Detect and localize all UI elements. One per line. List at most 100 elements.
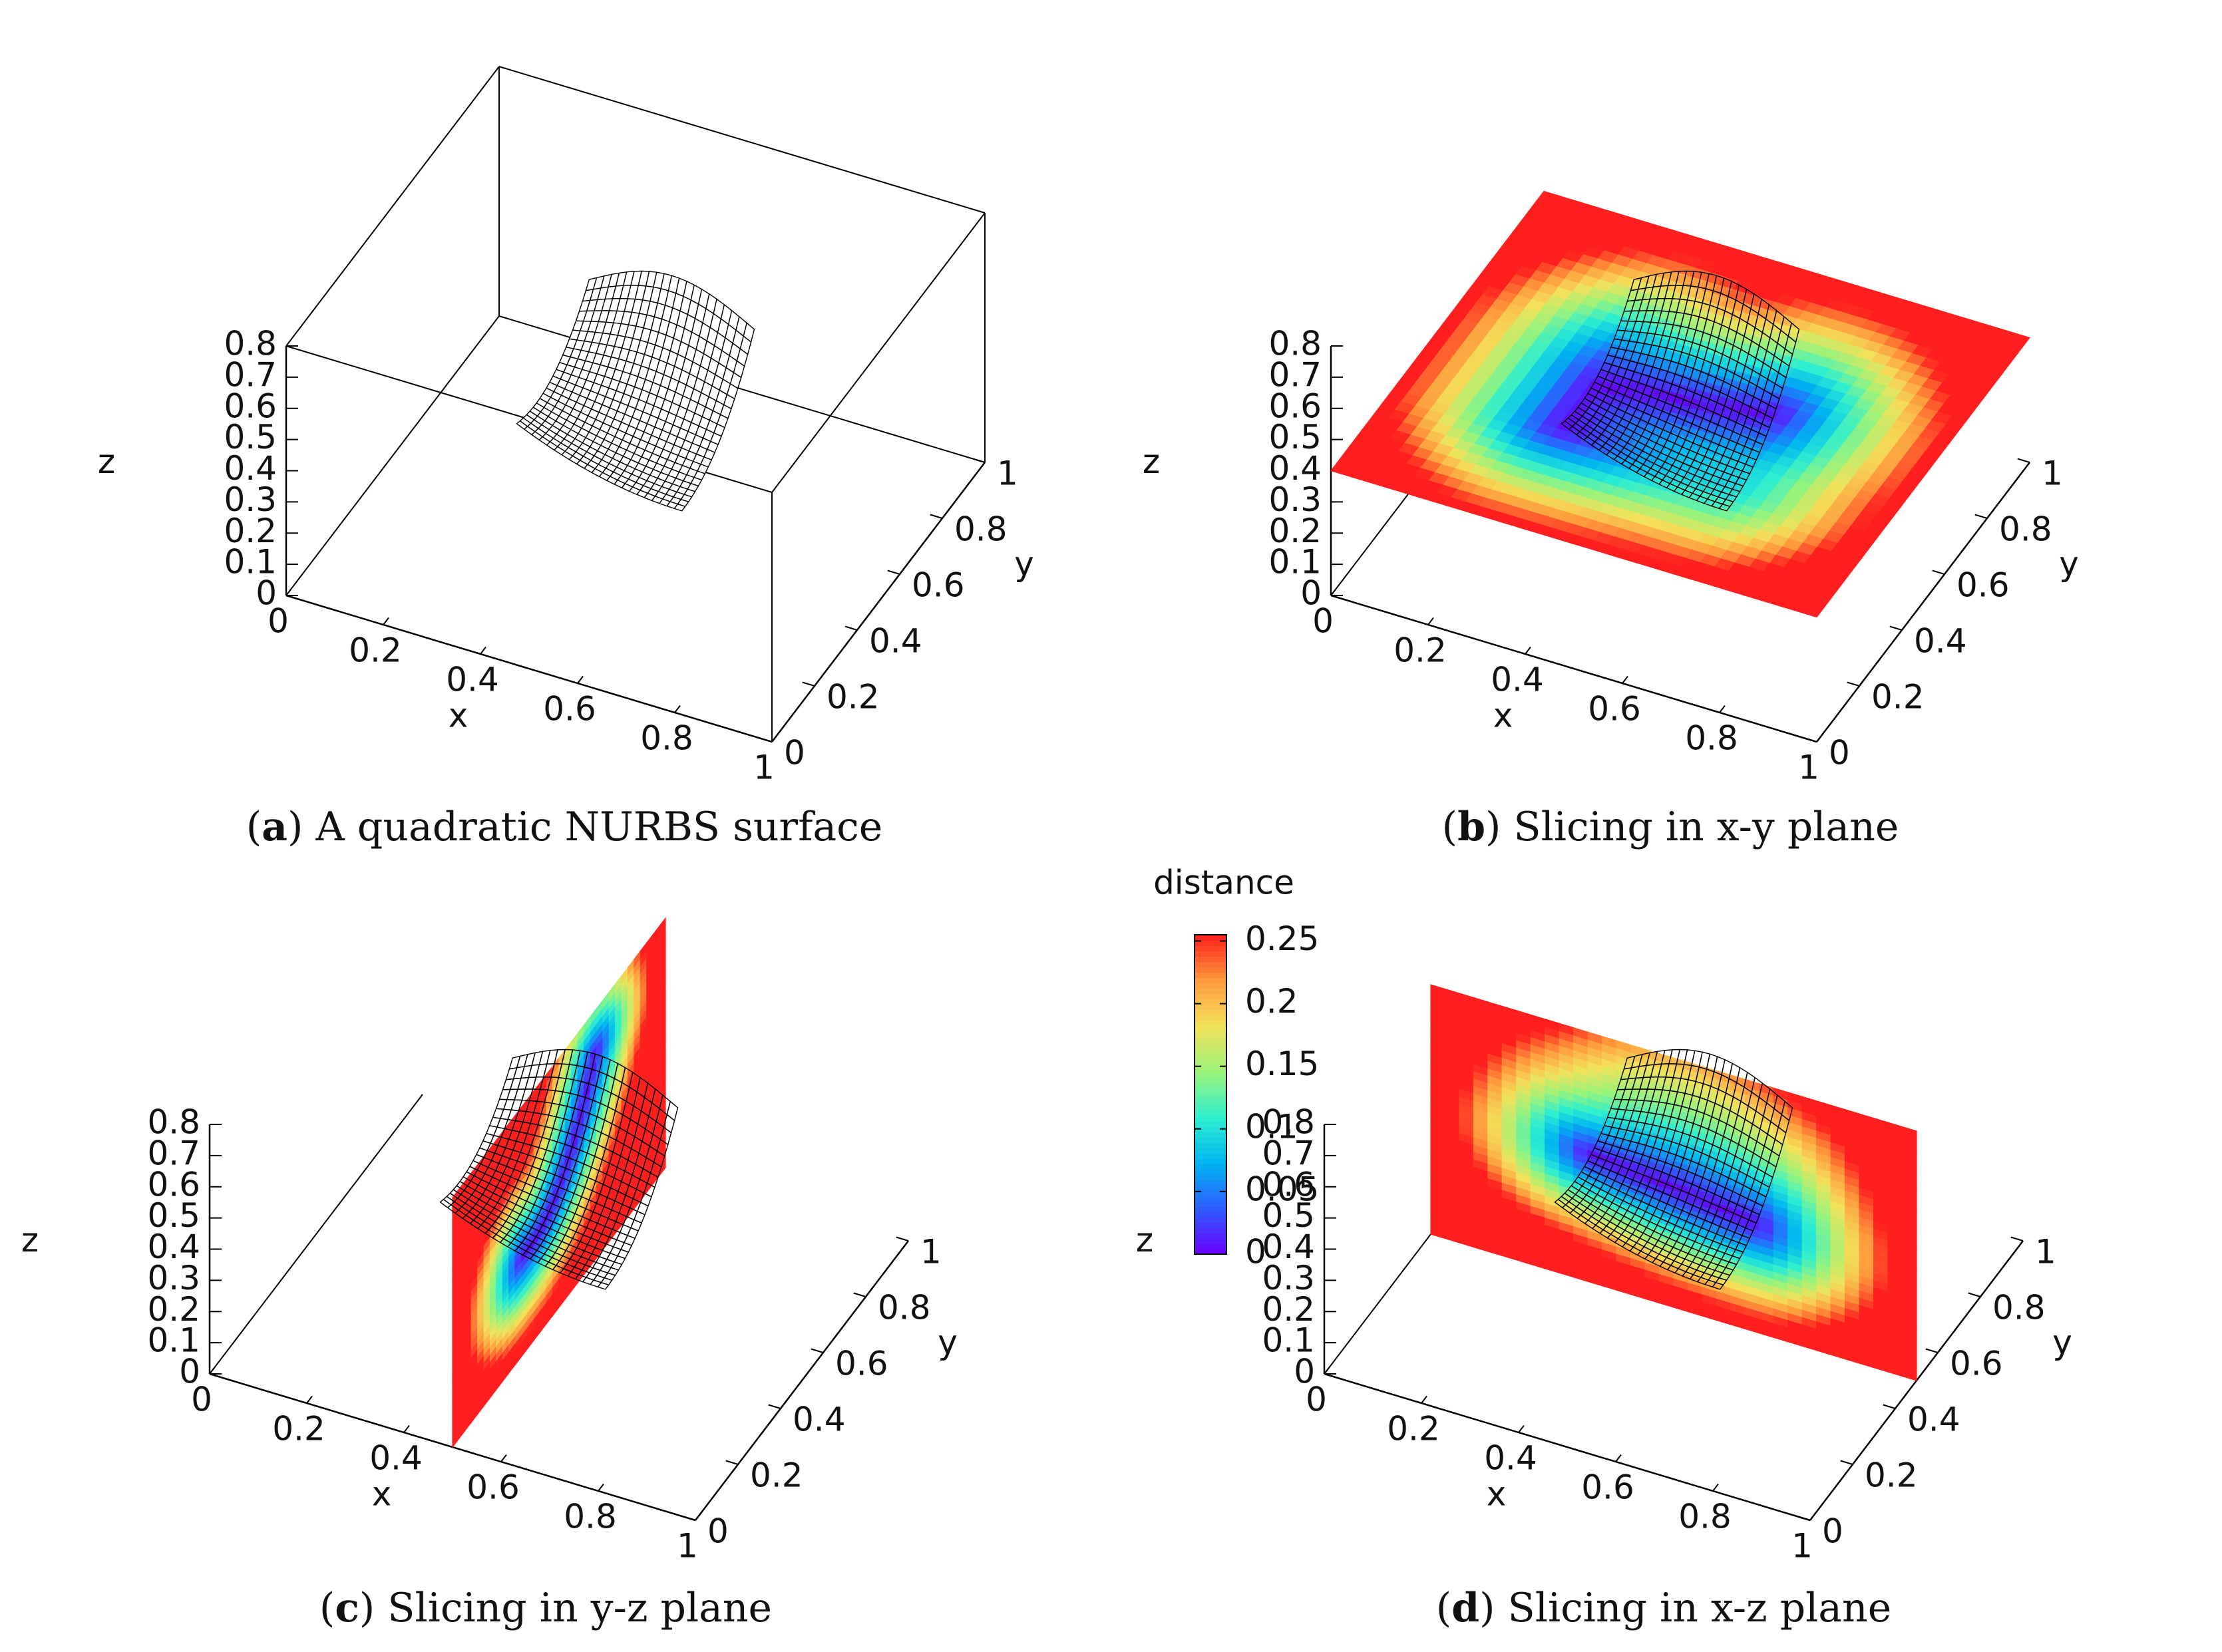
panel-b-y-tick — [1974, 514, 1988, 519]
panel-a-x-axis — [285, 594, 773, 743]
panel-d-x-tick — [1518, 1424, 1525, 1433]
panel-c-surface-cell — [636, 1202, 649, 1216]
panel-b-y-tick-label: 0 — [1829, 734, 1850, 772]
panel-d-x-tick-label: 0.6 — [1581, 1468, 1634, 1507]
panel-c-colorbar-band — [1195, 1132, 1226, 1138]
panel-d-x-tick — [1712, 1483, 1719, 1492]
panel-a-x-tick — [383, 617, 389, 625]
panel-a-x-tick-label: 0.4 — [446, 661, 499, 699]
panel-a-z-tick-label: 0.1 — [224, 543, 277, 581]
panel-d-x-tick-label: 1 — [1791, 1527, 1813, 1566]
panel-c-colorbar-band — [1195, 935, 1226, 941]
panel-c-colorbar-band — [1195, 1185, 1226, 1191]
panel-c-colorbar-band — [1195, 1094, 1226, 1100]
panel-a-box-edge — [771, 212, 986, 493]
panel-c-surface-cell — [602, 1258, 616, 1269]
panel-c-colorbar-band — [1195, 1174, 1226, 1180]
panel-c-surface-cell — [666, 1100, 679, 1122]
panel-a-z-tick-label: 0.5 — [224, 418, 277, 456]
panel-d-slice-plane — [1430, 984, 1917, 1381]
panel-c-colorbar-band — [1195, 1041, 1226, 1047]
panel-b-x-tick — [1622, 675, 1628, 684]
panel-c-surface-cell — [617, 1249, 630, 1259]
panel-c-y-tick-label: 0.6 — [835, 1345, 888, 1383]
panel-a-x-tick — [480, 646, 486, 655]
panel-b-y-tick — [1889, 625, 1903, 631]
panel-c-colorbar-band — [1195, 1057, 1226, 1063]
panel-c-surface-cell — [610, 1261, 623, 1271]
panel-b-y-tick-label: 0.6 — [1956, 566, 2010, 605]
panel-b-x-tick-label: 0.4 — [1491, 661, 1544, 699]
panel-b-x-tick-label: 0.2 — [1393, 631, 1447, 670]
panel-b-z-tick-label: 0.4 — [1268, 449, 1322, 488]
panel-a-y-tick — [802, 681, 815, 687]
panel-a-y-tick — [930, 514, 943, 519]
panel-c-y-tick-label: 0.8 — [878, 1289, 931, 1327]
panel-b-y-axis-label: y — [2059, 545, 2079, 583]
panel-c-colorbar-band — [1195, 993, 1226, 999]
panel-c-colorbar-band — [1195, 1228, 1226, 1234]
panel-c-colorbar-band — [1195, 1052, 1226, 1058]
panel-c-colorbar-band — [1195, 1121, 1226, 1127]
panel-b-y-tick-label: 0.2 — [1871, 678, 1925, 717]
panel-c-colorbar-band — [1195, 1004, 1226, 1010]
panel-a-box-edge — [285, 66, 500, 347]
panel-c-colorbar-band — [1195, 1142, 1226, 1148]
panel-b-z-axis-label: z — [1143, 442, 1160, 481]
panel-a-surface-cell — [673, 503, 686, 512]
panel-b-z-tick-label: 0.1 — [1268, 543, 1322, 581]
panel-a-x-tick-label: 0.6 — [543, 690, 596, 729]
panel-d-y-tick — [1925, 1348, 1939, 1353]
panel-a-y-tick-label: 0.6 — [912, 566, 965, 605]
panel-c-surface-cell — [612, 1239, 625, 1250]
panel-c-surface-cell — [630, 1219, 643, 1232]
panel-d-x-tick-label: 0.8 — [1678, 1498, 1732, 1536]
panel-d-x-axis-label: x — [1487, 1475, 1507, 1514]
panel-a-z-tick-label: 0 — [256, 574, 277, 613]
panel-b: 00.10.20.30.40.50.60.70.8z00.20.40.60.81… — [1143, 190, 2079, 787]
panel-d-z-axis-label: z — [1136, 1221, 1153, 1259]
panel-a-x-tick-label: 0.8 — [640, 719, 693, 758]
panel-c-back-y-edge — [209, 1094, 423, 1375]
panel-d-y-tick — [1797, 1516, 1811, 1521]
panel-c-x-tick — [306, 1395, 313, 1404]
panel-d-y-tick-label: 0 — [1822, 1512, 1843, 1551]
panel-c-colorbar-band — [1195, 951, 1226, 957]
panel-a-z-tick-label: 0.3 — [224, 480, 277, 519]
panel-d-y-tick — [2010, 1236, 2024, 1241]
panel-c-surface-cell — [633, 1210, 646, 1224]
panel-a-y-tick — [887, 570, 900, 575]
panel-b-y-tick-label: 1 — [2042, 454, 2063, 493]
panel-c-colorbar-band — [1195, 1233, 1226, 1239]
panel-a-surface-mesh — [516, 270, 755, 512]
panel-b-y-tick-label: 0.8 — [1999, 510, 2052, 549]
panel-c-y-axis-label: y — [938, 1323, 958, 1362]
panel-c-colorbar-band — [1195, 1222, 1226, 1228]
panel-c-x-tick-label: 0.2 — [272, 1410, 325, 1448]
panel-b-x-tick-label: 0 — [1312, 602, 1334, 641]
panel-a-x-tick — [674, 705, 681, 713]
panel-c-colorbar-band — [1195, 956, 1226, 962]
panel-c-colorbar-band — [1195, 1116, 1226, 1122]
panel-b-y-tick — [1932, 570, 1945, 575]
panel-c-colorbar-band — [1195, 977, 1226, 983]
panel-c-colorbar-title: distance — [1153, 864, 1294, 902]
panel-d: 00.10.20.30.40.50.60.70.8z00.20.40.60.81… — [1136, 984, 2072, 1566]
panel-d-y-tick — [1968, 1292, 1981, 1297]
panel-a-y-tick-label: 0 — [784, 734, 805, 772]
panel-c-surface-cell — [620, 1241, 633, 1253]
panel-c-colorbar-band — [1195, 1206, 1226, 1212]
panel-d-y-tick — [1840, 1460, 1853, 1465]
panel-c-colorbar-band — [1195, 1196, 1226, 1202]
panel-b-x-tick-label: 0.6 — [1588, 690, 1641, 729]
panel-d-z-tick-label: 0.8 — [1262, 1103, 1315, 1142]
panel-a-x-tick — [771, 734, 778, 743]
panel-a-x-tick-label: 1 — [753, 748, 775, 787]
panel-c-x-axis-label: x — [372, 1475, 392, 1514]
panel-c-colorbar-band — [1195, 1105, 1226, 1111]
panel-c-colorbar-band — [1195, 1031, 1226, 1037]
panel-c-y-tick — [896, 1236, 909, 1241]
panel-a-x-tick — [577, 675, 584, 684]
panel-c-y-tick-label: 0.2 — [750, 1456, 803, 1495]
panel-a-x-tick-label: 0 — [268, 602, 289, 641]
